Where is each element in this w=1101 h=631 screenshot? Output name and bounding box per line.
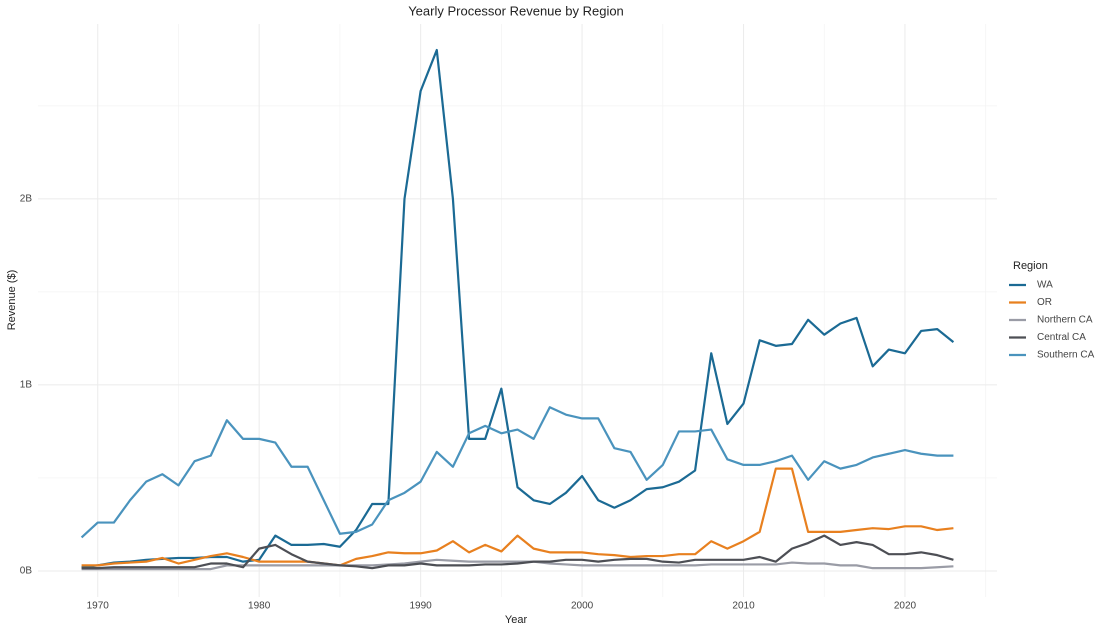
x-tick-label: 2000 — [571, 601, 594, 612]
legend-label: Southern CA — [1037, 350, 1095, 361]
x-tick-label: 2010 — [732, 601, 755, 612]
series-line — [81, 48, 955, 569]
x-tick-label: 1970 — [87, 601, 110, 612]
x-tick-label: 2020 — [894, 601, 917, 612]
legend-title: Region — [1013, 260, 1048, 272]
legend-label: Central CA — [1037, 332, 1086, 343]
series-line — [81, 534, 954, 570]
series-line — [81, 558, 954, 571]
x-tick-label: 1980 — [248, 601, 271, 612]
series-line — [80, 406, 954, 539]
chart-title: Yearly Processor Revenue by Region — [408, 3, 624, 18]
legend-label: OR — [1037, 297, 1052, 308]
legend-label: WA — [1037, 280, 1053, 291]
y-tick-label: 0B — [20, 566, 33, 577]
y-axis-title: Revenue ($) — [6, 270, 18, 331]
series-line — [81, 467, 954, 567]
y-tick-label: 1B — [20, 380, 33, 391]
x-axis-title: Year — [505, 614, 528, 626]
y-tick-label: 2B — [20, 194, 33, 205]
legend-label: Northern CA — [1037, 315, 1093, 326]
x-tick-label: 1990 — [410, 601, 433, 612]
